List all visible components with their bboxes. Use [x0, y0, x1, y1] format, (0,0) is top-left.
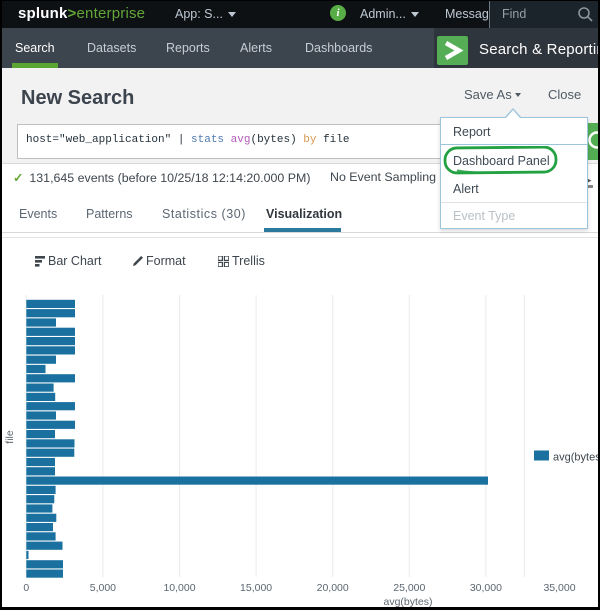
svg-text:20,000: 20,000 — [317, 582, 349, 594]
svg-text:35,000: 35,000 — [543, 582, 575, 594]
svg-text:5,000: 5,000 — [90, 582, 116, 594]
svg-text:10,000: 10,000 — [163, 582, 195, 594]
svg-text:0: 0 — [23, 582, 29, 594]
svg-text:15,000: 15,000 — [240, 582, 272, 594]
svg-text:file: file — [4, 430, 16, 444]
svg-text:25,000: 25,000 — [393, 582, 425, 594]
svg-text:30,000: 30,000 — [470, 582, 502, 594]
svg-text:avg(bytes): avg(bytes) — [383, 596, 432, 608]
svg-text:avg(bytes): avg(bytes) — [553, 452, 600, 464]
